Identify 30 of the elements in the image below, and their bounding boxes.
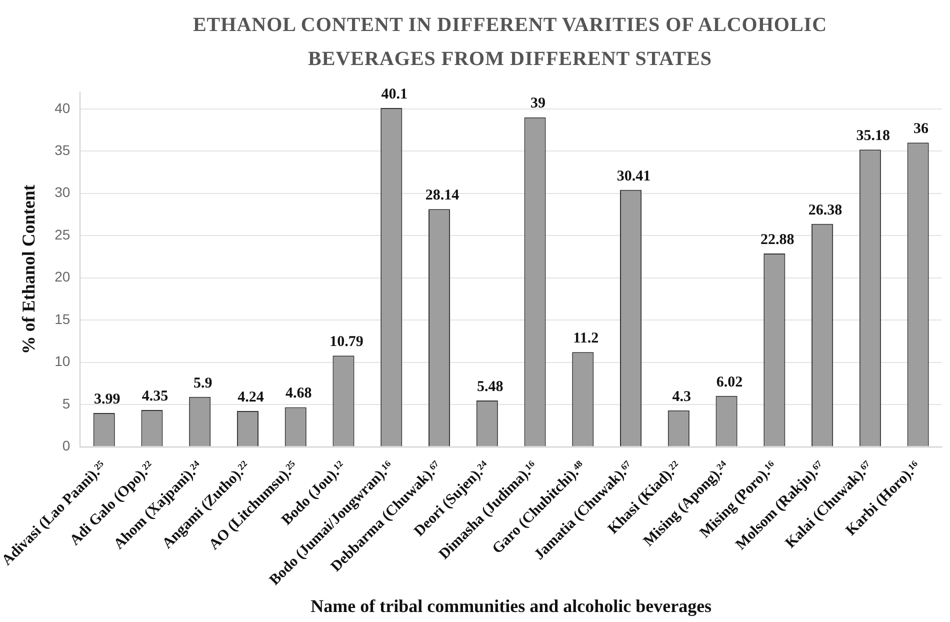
data-label: 3.99 [94,391,120,408]
y-tick-label: 40 [54,100,70,116]
data-label: 36 [914,121,930,138]
y-tick-label: 5 [62,395,70,412]
data-label: 30.41 [616,168,651,184]
data-label: 26.38 [808,202,842,218]
y-tick-label: 25 [54,226,70,242]
data-label: 4.68 [285,386,312,402]
x-axis-title: Name of tribal communities and alcoholic beverages [310,596,712,616]
y-tick-label: 10 [54,353,70,370]
data-label: 5.48 [477,378,504,395]
data-label: 28.14 [425,187,460,204]
y-tick-label: 15 [54,310,70,327]
data-label: 40.1 [381,86,408,102]
data-label: 4.35 [142,388,168,404]
data-label: 5.9 [193,375,212,392]
data-label: 6.02 [716,374,743,390]
y-tick-label: 35 [54,142,70,158]
y-tick-label: 20 [54,268,70,285]
data-label: 11.2 [573,330,599,347]
data-label: 35.18 [856,128,890,144]
data-label: 39 [530,96,546,112]
data-label: 22.88 [760,232,794,248]
data-label: 4.24 [238,389,264,406]
data-label: 10.79 [330,334,364,350]
data-label: 4.3 [672,388,692,405]
y-tick-label: 0 [62,438,70,454]
y-axis-title: % of Ethanol Content [18,184,38,354]
chart-title: ETHANOL CONTENT IN DIFFERENT VARITIES OF ALCOHOLIC BEVERAGES FROM DIFFERENT STATES [192,13,828,72]
y-tick-label: 30 [54,184,70,200]
